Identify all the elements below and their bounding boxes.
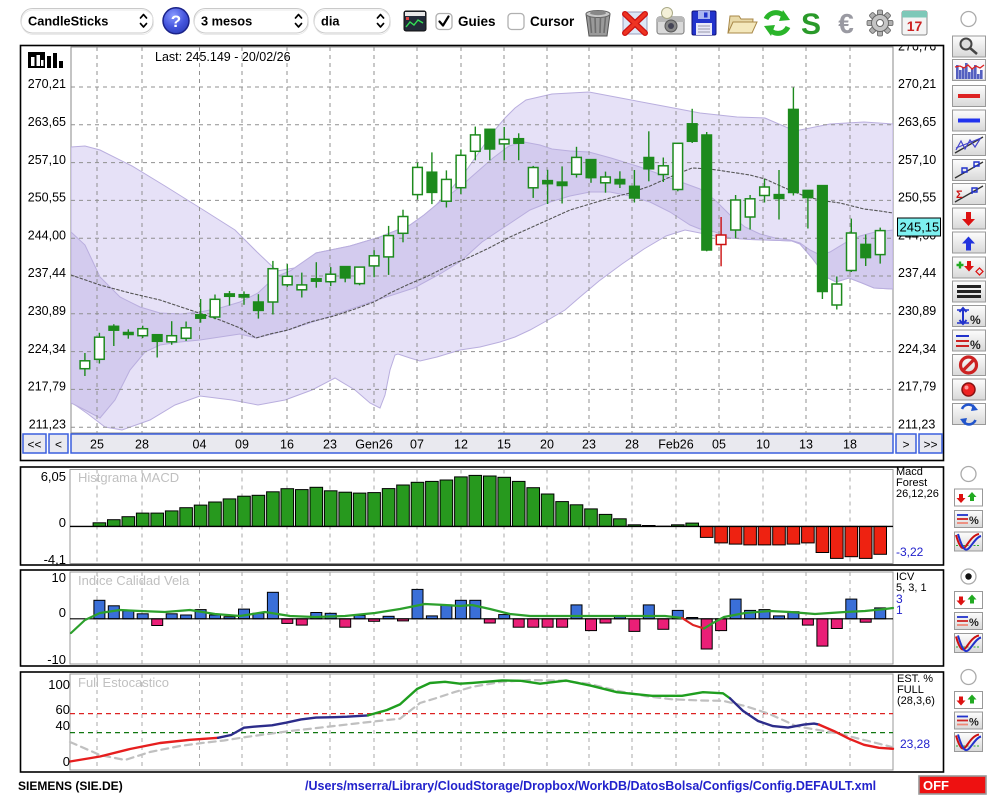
svg-text:245,15: 245,15 [900, 220, 940, 235]
svg-text:25: 25 [90, 438, 104, 452]
svg-text:12: 12 [454, 438, 468, 452]
svg-text:-4,1: -4,1 [44, 552, 66, 567]
svg-text:0: 0 [59, 515, 66, 530]
svg-text:263,65: 263,65 [898, 115, 936, 129]
svg-text:>>: >> [923, 438, 937, 452]
svg-text:26,12,26: 26,12,26 [896, 488, 939, 500]
svg-text:<<: << [27, 438, 41, 452]
svg-text:0: 0 [59, 605, 66, 620]
svg-text:60: 60 [56, 702, 70, 717]
svg-text:6,05: 6,05 [41, 469, 66, 484]
svg-text:224,34: 224,34 [28, 342, 66, 356]
svg-text:230,89: 230,89 [898, 304, 936, 318]
svg-text:Full Estocastico: Full Estocastico [78, 675, 169, 690]
svg-text:07: 07 [410, 438, 424, 452]
svg-text:263,65: 263,65 [28, 115, 66, 129]
svg-text:17: 17 [907, 18, 923, 34]
svg-text:%: % [969, 717, 979, 729]
svg-text:217,79: 217,79 [28, 380, 66, 394]
svg-text:/Users/mserra/Library/CloudSto: /Users/mserra/Library/CloudStorage/Dropb… [305, 779, 876, 793]
svg-text:1: 1 [896, 603, 903, 617]
svg-text:dia: dia [321, 14, 340, 29]
svg-text:-3,22: -3,22 [896, 545, 924, 559]
svg-text:23: 23 [323, 438, 337, 452]
svg-text:%: % [970, 338, 981, 352]
svg-text:15: 15 [497, 438, 511, 452]
svg-text:237,44: 237,44 [898, 266, 936, 280]
svg-text:224,34: 224,34 [898, 342, 936, 356]
svg-text:SIEMENS (SIE.DE): SIEMENS (SIE.DE) [18, 779, 123, 793]
svg-text:<: < [55, 438, 62, 452]
svg-text:217,79: 217,79 [898, 380, 936, 394]
svg-text:CandleSticks: CandleSticks [28, 14, 108, 29]
svg-text:05: 05 [712, 438, 726, 452]
svg-text:S: S [801, 8, 821, 41]
svg-text:Guies: Guies [458, 14, 496, 29]
svg-text:%: % [970, 313, 981, 327]
svg-text:250,55: 250,55 [898, 191, 936, 205]
svg-text:>: > [902, 438, 909, 452]
svg-text:09: 09 [235, 438, 249, 452]
svg-text:Histgrama MACD: Histgrama MACD [78, 470, 179, 485]
svg-text:Gen26: Gen26 [355, 438, 393, 452]
svg-text:250,55: 250,55 [28, 191, 66, 205]
svg-text:Last: 245.149 - 20/02/26: Last: 245.149 - 20/02/26 [155, 50, 291, 64]
svg-text:40: 40 [56, 718, 70, 733]
svg-text:OFF: OFF [923, 778, 949, 793]
svg-text:€: € [838, 8, 854, 39]
svg-text:-10: -10 [47, 652, 66, 667]
svg-text:18: 18 [843, 438, 857, 452]
svg-text:257,10: 257,10 [28, 153, 66, 167]
svg-text:211,23: 211,23 [29, 417, 66, 431]
svg-text:16: 16 [280, 438, 294, 452]
svg-text:13: 13 [799, 438, 813, 452]
svg-text:230,89: 230,89 [28, 304, 66, 318]
svg-text:Feb26: Feb26 [658, 438, 693, 452]
svg-text:211,23: 211,23 [898, 417, 935, 431]
svg-text:%: % [969, 617, 979, 629]
svg-text:270,21: 270,21 [28, 77, 66, 91]
svg-text:%: % [969, 515, 979, 527]
svg-text:0: 0 [63, 754, 70, 769]
svg-text:237,44: 237,44 [28, 266, 66, 280]
svg-text:(28,3,6): (28,3,6) [897, 695, 935, 707]
svg-text:28: 28 [625, 438, 639, 452]
svg-text:?: ? [171, 12, 181, 31]
svg-text:28: 28 [135, 438, 149, 452]
svg-text:Indice Calidad Vela: Indice Calidad Vela [78, 573, 190, 588]
svg-text:257,10: 257,10 [898, 153, 936, 167]
svg-text:23: 23 [582, 438, 596, 452]
svg-text:10: 10 [756, 438, 770, 452]
svg-text:270,21: 270,21 [898, 77, 936, 91]
svg-text:Σ: Σ [956, 189, 963, 201]
svg-text:20: 20 [540, 438, 554, 452]
svg-text:Cursor: Cursor [530, 14, 575, 29]
svg-text:3 mesos: 3 mesos [201, 14, 252, 29]
svg-text:244,00: 244,00 [28, 228, 66, 242]
svg-text:10: 10 [52, 570, 66, 585]
svg-text:04: 04 [193, 438, 207, 452]
svg-text:23,28: 23,28 [900, 737, 930, 751]
svg-text:100: 100 [48, 677, 70, 692]
